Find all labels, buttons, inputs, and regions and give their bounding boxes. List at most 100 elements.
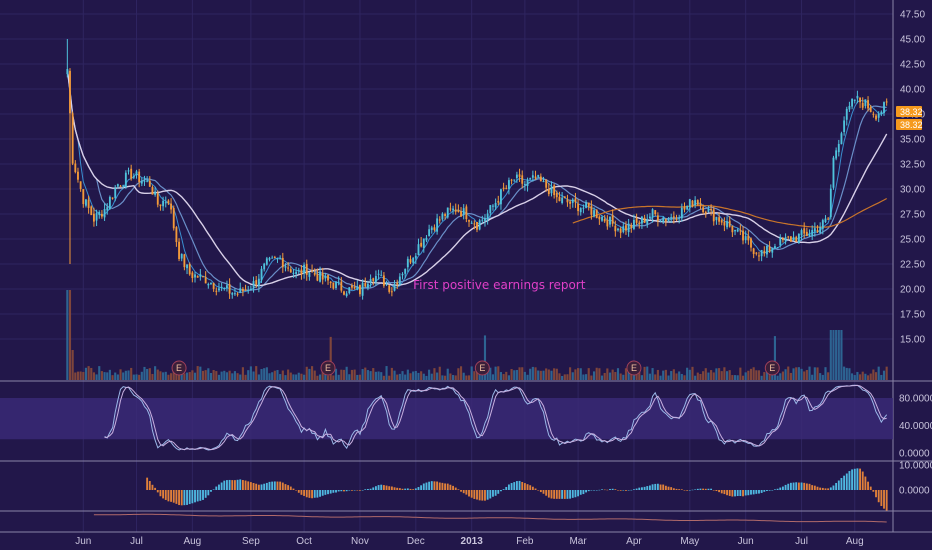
candle-body bbox=[409, 259, 412, 263]
macd-histogram-bar bbox=[186, 490, 188, 505]
candle-body bbox=[845, 108, 848, 120]
candle-body bbox=[781, 238, 784, 241]
candle-body bbox=[789, 236, 792, 242]
macd-histogram-bar bbox=[484, 490, 486, 501]
volume-bar bbox=[236, 373, 239, 380]
macd-histogram-bar bbox=[670, 487, 673, 490]
candle-body bbox=[875, 115, 877, 120]
macd-histogram-bar bbox=[656, 483, 659, 490]
volume-bar bbox=[643, 366, 646, 380]
candle-body bbox=[414, 255, 417, 259]
macd-histogram-bar bbox=[220, 482, 223, 490]
volume-bar bbox=[707, 372, 710, 380]
macd-histogram-bar bbox=[734, 490, 736, 497]
candle-body bbox=[454, 209, 457, 212]
volume-bar bbox=[358, 374, 362, 380]
macd-histogram-bar bbox=[396, 487, 399, 490]
candle-body bbox=[529, 178, 532, 180]
candle-body bbox=[625, 225, 627, 231]
macd-histogram-bar bbox=[374, 486, 377, 490]
candle-body bbox=[811, 229, 814, 237]
candle-body bbox=[486, 213, 489, 220]
candle-body bbox=[787, 236, 790, 238]
volume-bar bbox=[813, 367, 816, 380]
candle-body bbox=[510, 179, 513, 181]
candle-body bbox=[641, 216, 643, 224]
volume-bar bbox=[835, 330, 838, 380]
macd-histogram-bar bbox=[603, 489, 606, 491]
macd-histogram-bar bbox=[545, 490, 548, 496]
volume-bar bbox=[518, 367, 521, 380]
price-tick-label: 20.00 bbox=[900, 285, 925, 296]
macd-histogram-bar bbox=[460, 490, 462, 492]
macd-histogram-bar bbox=[601, 489, 603, 490]
time-axis: Jun Jul Aug Sep Oct Nov Dec 2013 Feb Mar Apr May Jun… bbox=[75, 536, 863, 547]
candle-body bbox=[883, 102, 885, 113]
macd-histogram-bar bbox=[529, 485, 532, 490]
candle-body bbox=[85, 199, 87, 206]
volume-bar bbox=[824, 367, 827, 380]
volume-bar bbox=[263, 368, 266, 380]
candle-body bbox=[755, 252, 758, 254]
volume-bar bbox=[585, 374, 588, 380]
volume-bar bbox=[122, 372, 125, 380]
volume-bar bbox=[654, 374, 657, 380]
earnings-marker-icon bbox=[626, 360, 642, 376]
volume-bar bbox=[417, 372, 420, 380]
macd-histogram-bar bbox=[420, 485, 423, 490]
volume-bar bbox=[279, 374, 282, 380]
macd-histogram-bar bbox=[305, 490, 308, 498]
volume-bar bbox=[321, 369, 324, 380]
volume-bar bbox=[624, 368, 628, 380]
volume-bar bbox=[702, 371, 705, 380]
bottom-indicator-pane[interactable] bbox=[93, 513, 887, 523]
candle-body bbox=[335, 281, 337, 289]
macd-histogram-bar bbox=[808, 483, 811, 490]
candle-body bbox=[420, 242, 423, 247]
volume-bar bbox=[872, 369, 875, 380]
volume-bar bbox=[531, 366, 534, 380]
macd-histogram-bar bbox=[170, 490, 173, 502]
stochastic-pane[interactable] bbox=[0, 384, 893, 451]
candle-body bbox=[361, 282, 364, 296]
volume-bar bbox=[124, 370, 127, 380]
price-tick-label: 25.00 bbox=[900, 235, 925, 246]
macd-histogram-bar bbox=[835, 482, 838, 490]
volume-bar bbox=[861, 371, 864, 380]
volume-bar bbox=[880, 374, 883, 380]
candle-body bbox=[547, 188, 550, 195]
macd-histogram-bar bbox=[555, 490, 558, 499]
macd-histogram-bar bbox=[393, 487, 396, 490]
macd-histogram-bar bbox=[329, 490, 332, 494]
candle-body bbox=[468, 220, 470, 222]
macd-histogram-bar bbox=[766, 490, 768, 492]
candle-body bbox=[446, 207, 449, 218]
macd-histogram-bar bbox=[436, 481, 439, 490]
macd-histogram-bar bbox=[859, 468, 861, 490]
candle-body bbox=[436, 218, 439, 232]
candle-body bbox=[824, 218, 827, 223]
candle-body bbox=[832, 157, 835, 188]
macd-histogram-bar bbox=[207, 490, 210, 496]
volume-bar bbox=[151, 373, 154, 380]
stochastic-tick-label: 0.0000 bbox=[899, 449, 930, 460]
macd-histogram-bar bbox=[680, 489, 683, 490]
candle-body bbox=[715, 216, 718, 221]
candle-body bbox=[316, 274, 319, 281]
volume-bar bbox=[353, 369, 356, 380]
volume-bar bbox=[656, 369, 659, 380]
macd-histogram-bar bbox=[521, 481, 524, 490]
candle-body bbox=[390, 291, 393, 293]
macd-histogram-bar bbox=[260, 484, 263, 490]
candle-body bbox=[867, 100, 869, 109]
candle-body bbox=[542, 181, 545, 183]
candle-body bbox=[760, 250, 763, 257]
candle-body bbox=[758, 255, 760, 257]
macd-pane[interactable] bbox=[146, 468, 888, 511]
candle-body bbox=[590, 205, 593, 215]
macd-histogram-bar bbox=[457, 489, 460, 490]
macd-histogram-bar bbox=[199, 490, 202, 501]
volume-bar bbox=[345, 366, 348, 380]
